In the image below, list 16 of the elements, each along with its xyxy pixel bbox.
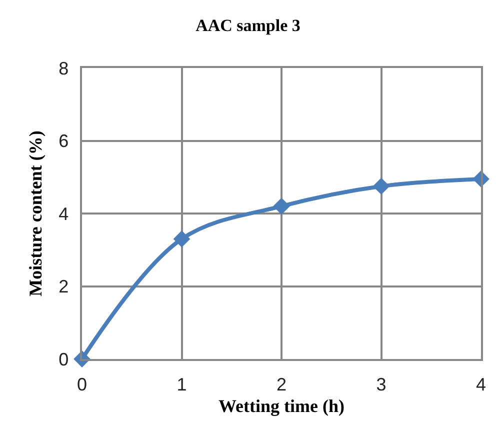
- x-tick-label: 0: [76, 374, 88, 394]
- y-axis-title: Moisture content (%): [25, 130, 46, 296]
- x-tick-label: 4: [476, 374, 486, 394]
- y-tick-label: 8: [58, 58, 69, 78]
- point: [372, 178, 390, 195]
- point: [273, 198, 290, 215]
- chart-title: AAC sample 3: [196, 16, 300, 35]
- x-tick-label: 1: [176, 374, 187, 394]
- x-axis-title: Wetting time (h): [218, 396, 344, 416]
- y-tick-label: 4: [58, 204, 69, 224]
- point: [173, 230, 190, 248]
- y-tick-label: 0: [58, 349, 69, 370]
- x-tick-label: 2: [276, 374, 287, 394]
- y-tick-label: 2: [58, 276, 69, 297]
- y-tick-label: 6: [58, 131, 69, 152]
- x-tick-label: 3: [376, 374, 386, 394]
